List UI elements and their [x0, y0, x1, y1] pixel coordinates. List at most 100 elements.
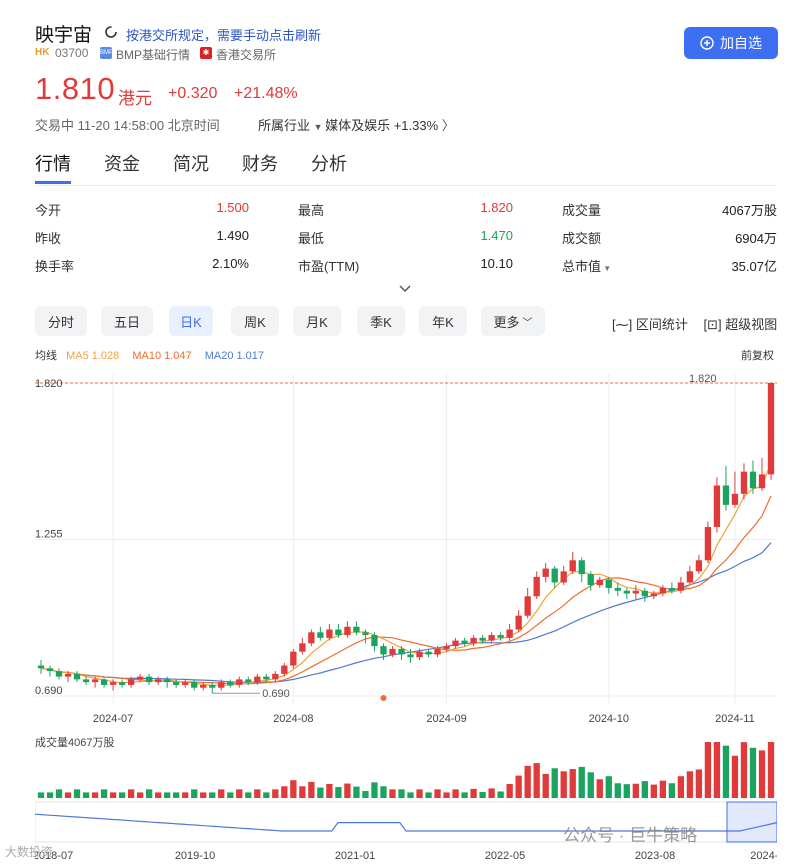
- volume-bar: [398, 789, 405, 798]
- candle-body: [587, 574, 594, 586]
- volume-bar: [668, 783, 676, 798]
- tabs-divider: [35, 185, 777, 186]
- candle-body: [335, 629, 342, 636]
- chevron-down-icon[interactable]: [398, 283, 412, 295]
- volume-bar: [704, 742, 712, 798]
- tab-analysis[interactable]: 分析: [311, 154, 347, 174]
- y-tick-label: 0.690: [35, 685, 63, 697]
- volume-bar: [731, 755, 739, 798]
- candle-body: [398, 648, 405, 655]
- candle-body: [317, 632, 324, 638]
- x-tick-label: 2024-07: [93, 713, 133, 725]
- candle-body: [109, 682, 117, 685]
- volume-bar: [353, 786, 360, 798]
- refresh-notice[interactable]: 按港交所规定，需要手动点击刷新: [126, 28, 322, 43]
- period-intraday[interactable]: 分时: [35, 306, 87, 336]
- candle-body: [290, 651, 297, 666]
- candle-body: [407, 654, 414, 658]
- tab-quote[interactable]: 行情: [35, 150, 71, 184]
- stat-vol: 4067万股: [722, 203, 777, 218]
- period-yearly[interactable]: 年K: [419, 306, 467, 336]
- stat-mcap-label[interactable]: 总市值 ▼: [562, 259, 612, 274]
- volume-bar: [578, 766, 585, 798]
- volume-bar: [605, 776, 612, 798]
- candle-body: [182, 682, 189, 685]
- super-view-button[interactable]: [⊡] 超级视图: [704, 317, 778, 332]
- range-stats-button[interactable]: [⁓] 区间统计: [612, 317, 688, 332]
- candle-body: [155, 679, 162, 683]
- adjust-mode[interactable]: 前复权: [741, 350, 774, 362]
- volume-label: 成交量4067万股: [35, 735, 114, 749]
- volume-bar: [587, 772, 594, 798]
- tab-profile[interactable]: 简况: [173, 154, 209, 174]
- candle-body: [650, 593, 657, 597]
- tab-funds[interactable]: 资金: [104, 154, 140, 174]
- candle-body: [614, 587, 621, 591]
- chart-tools: [⁓] 区间统计 [⊡] 超级视图: [612, 314, 777, 333]
- period-daily[interactable]: 日K: [169, 306, 213, 336]
- candle-body: [722, 485, 730, 505]
- volume-bar: [109, 792, 117, 798]
- period-more[interactable]: 更多 ﹀: [481, 306, 545, 336]
- volume-bar: [650, 784, 657, 798]
- add-watchlist-button[interactable]: 加自选: [684, 27, 778, 59]
- volume-bar: [227, 792, 234, 798]
- chevron-down-icon: ﹀: [522, 317, 533, 329]
- x-tick-label: 2024-10: [589, 713, 629, 725]
- price-change-pct: +21.48%: [234, 85, 298, 102]
- period-quarterly[interactable]: 季K: [357, 306, 405, 336]
- candle-body: [136, 676, 144, 680]
- range-icon: [⁓]: [612, 317, 633, 332]
- candle-body: [452, 640, 459, 647]
- candle-body: [389, 648, 396, 655]
- volume-bar: [281, 786, 288, 798]
- period-monthly[interactable]: 月K: [293, 306, 341, 336]
- period-5day[interactable]: 五日: [101, 306, 153, 336]
- tab-finance[interactable]: 财务: [242, 154, 278, 174]
- volume-bar: [506, 784, 513, 798]
- current-price: 1.810: [35, 71, 116, 106]
- low-marker-label: 0.690: [262, 688, 290, 700]
- period-weekly[interactable]: 周K: [231, 306, 279, 336]
- industry-link[interactable]: 所属行业 ▼ 媒体及娱乐 +1.33% 〉: [258, 115, 455, 134]
- volume-bar: [434, 789, 441, 798]
- volume-bar: [326, 784, 333, 798]
- kline-chart[interactable]: 2024-07 2024-08 2024-09 2024-10 2024-11 1.820…: [35, 366, 777, 866]
- x-tick-label: 2024-11: [715, 713, 755, 725]
- candle-body: [281, 665, 288, 674]
- volume-bar: [317, 787, 324, 798]
- ma-legend: 均线 MA5 1.028 MA10 1.047 MA20 1.017: [35, 347, 264, 363]
- candle-body: [218, 682, 225, 688]
- volume-bar: [73, 789, 81, 798]
- refresh-icon[interactable]: [104, 25, 118, 39]
- stat-turnover: 2.10%: [212, 256, 249, 271]
- candle-body: [254, 676, 261, 683]
- stat-vol-label: 成交量: [562, 203, 602, 218]
- volume-bar: [37, 792, 45, 798]
- candle-body: [740, 471, 748, 494]
- volume-bar: [55, 789, 63, 798]
- volume-bar: [263, 792, 270, 798]
- candle-body: [173, 682, 180, 685]
- range-stats-label: 区间统计: [635, 317, 688, 332]
- volume-bar: [290, 780, 297, 798]
- volume-bar: [713, 742, 721, 798]
- candle-body: [569, 560, 576, 572]
- volume-bar: [254, 789, 261, 798]
- add-watchlist-label: 加自选: [720, 35, 762, 51]
- overview-line: [35, 813, 777, 832]
- volume-bar: [497, 791, 504, 798]
- stat-pe: 10.10: [480, 256, 513, 271]
- volume-bar: [767, 742, 775, 798]
- volume-bar: [308, 781, 315, 798]
- main-tabs: 行情 资金 简况 财务 分析: [35, 150, 380, 184]
- candle-body: [371, 635, 378, 647]
- volume-bar: [416, 789, 423, 798]
- candle-body: [488, 635, 495, 641]
- volume-bar: [542, 773, 549, 798]
- volume-bar: [551, 768, 558, 798]
- candle-body: [326, 629, 333, 638]
- candle-body: [263, 676, 270, 680]
- candle-body: [695, 560, 703, 572]
- ma20-value: MA20 1.017: [204, 350, 265, 362]
